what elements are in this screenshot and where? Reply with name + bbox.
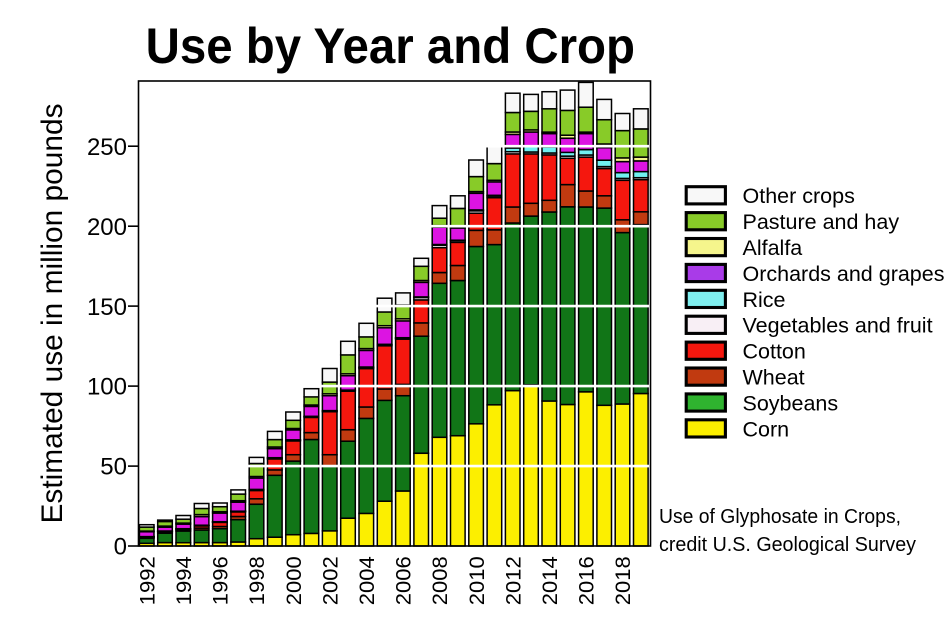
svg-text:1992: 1992 [136,556,159,605]
svg-text:50: 50 [100,454,127,481]
svg-text:credit U.S. Geological Survey: credit U.S. Geological Survey [659,534,916,556]
svg-text:Vegetables and fruit: Vegetables and fruit [743,314,933,338]
svg-text:1996: 1996 [210,556,233,605]
svg-text:Use by Year and Crop: Use by Year and Crop [146,18,635,74]
svg-text:Orchards and grapes: Orchards and grapes [743,262,945,286]
svg-text:250: 250 [87,134,127,161]
svg-text:Alfalfa: Alfalfa [743,236,803,260]
svg-text:1994: 1994 [173,556,196,605]
svg-text:2002: 2002 [319,556,342,605]
svg-text:2000: 2000 [283,556,306,605]
svg-text:1998: 1998 [246,556,269,605]
svg-text:Wheat: Wheat [743,366,805,390]
svg-text:2006: 2006 [393,556,416,605]
svg-text:2018: 2018 [612,556,635,605]
svg-text:Corn: Corn [743,417,790,441]
svg-text:Other crops: Other crops [743,184,855,208]
svg-text:Cotton: Cotton [743,340,806,364]
svg-text:Pasture and hay: Pasture and hay [743,210,900,234]
svg-text:200: 200 [87,214,127,241]
svg-text:2008: 2008 [429,556,452,605]
svg-text:0: 0 [114,534,127,561]
svg-text:150: 150 [87,294,127,321]
svg-text:2012: 2012 [502,556,525,605]
svg-text:2010: 2010 [466,556,489,605]
svg-text:2016: 2016 [576,556,599,605]
svg-text:100: 100 [87,374,127,401]
svg-text:Estimated use in million pound: Estimated use in million pounds [36,104,69,524]
svg-text:2014: 2014 [539,556,562,605]
svg-text:2004: 2004 [356,556,379,605]
svg-text:Rice: Rice [743,288,786,312]
svg-text:Use of Glyphosate in Crops,: Use of Glyphosate in Crops, [659,506,901,528]
svg-text:Soybeans: Soybeans [743,391,839,415]
